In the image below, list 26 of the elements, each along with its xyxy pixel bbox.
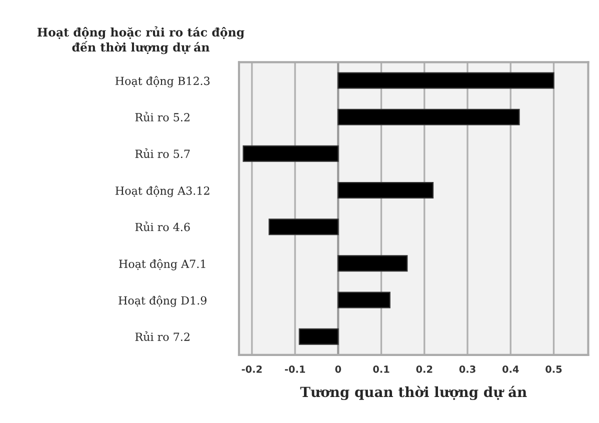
x-tick-label: 0.1 bbox=[373, 365, 390, 373]
bar bbox=[338, 255, 408, 272]
bar bbox=[338, 108, 520, 126]
bar bbox=[338, 182, 434, 198]
bar bbox=[338, 292, 390, 308]
bar bbox=[268, 218, 339, 236]
y-tick-label: Rủi ro 7.2 bbox=[135, 331, 190, 341]
y-tick-label: Hoạt động A3.12 bbox=[116, 186, 210, 198]
x-tick-label: -0.1 bbox=[284, 365, 306, 373]
y-tick-label: Rủi ro 5.7 bbox=[135, 148, 190, 158]
bar bbox=[298, 328, 339, 345]
x-tick-label: 0 bbox=[335, 365, 342, 373]
bar bbox=[242, 145, 339, 162]
y-tick-label: Rủi ro 5.2 bbox=[135, 112, 190, 122]
x-axis-title: Tương quan thời lượng dự án bbox=[300, 386, 527, 400]
y-tick-label: Rủi ro 4.6 bbox=[135, 222, 190, 232]
x-tick-label: 0.3 bbox=[459, 365, 476, 373]
x-tick-label: 0.2 bbox=[416, 365, 432, 373]
y-tick-label: Hoạt động B12.3 bbox=[115, 76, 210, 88]
x-tick-label: -0.2 bbox=[242, 365, 262, 373]
y-axis-title: Hoạt động hoặc rủi ro tác động đến thời lượng dự án bbox=[37, 26, 244, 54]
y-tick-label: Hoạt động D1.9 bbox=[118, 296, 206, 307]
x-tick-label: 0.4 bbox=[502, 365, 519, 373]
y-tick-label: Hoạt động A7.1 bbox=[119, 258, 206, 270]
bar bbox=[338, 72, 554, 89]
x-tick-label: 0.5 bbox=[546, 365, 562, 373]
